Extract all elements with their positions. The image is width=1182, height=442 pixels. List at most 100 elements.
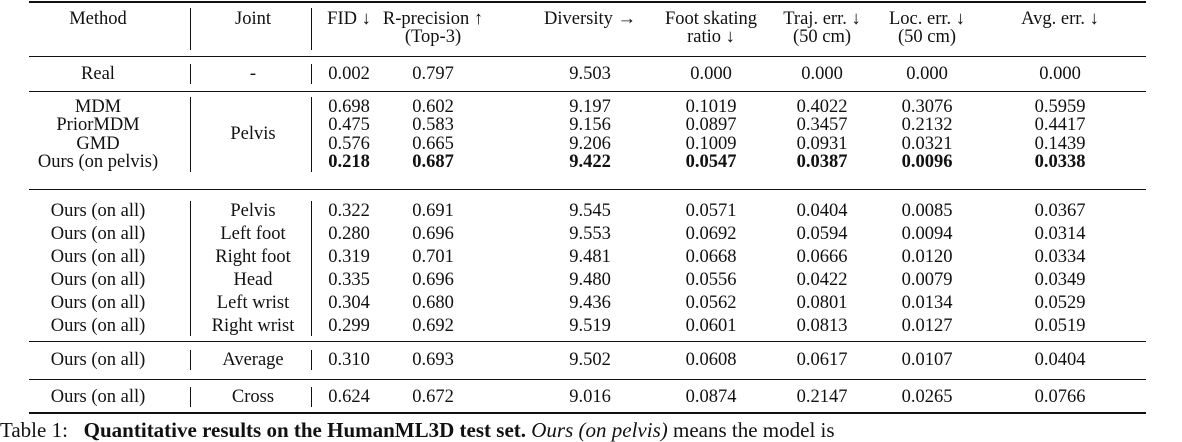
value-cell: 0.696 <box>412 269 454 290</box>
column-header: R-precision ↑ <box>382 8 484 29</box>
value-cell: 0.701 <box>412 246 454 267</box>
value-cell: 0.1439 <box>1034 133 1086 154</box>
value-cell: 0.0367 <box>1034 200 1086 221</box>
horizontal-rule <box>29 412 1146 414</box>
value-cell: 0.0692 <box>685 223 737 244</box>
value-cell: 0.0668 <box>685 246 737 267</box>
value-cell: 0.797 <box>412 63 454 84</box>
joint-cell: Average <box>222 349 284 370</box>
column-header: Loc. err. ↓ <box>888 8 966 29</box>
value-cell: 9.481 <box>569 246 611 267</box>
value-cell: 0.0594 <box>796 223 848 244</box>
value-cell: 9.503 <box>569 63 611 84</box>
column-header: Traj. err. ↓ <box>783 8 861 29</box>
value-cell: 0.696 <box>412 223 454 244</box>
column-header: Joint <box>235 8 271 29</box>
joint-cell: Right foot <box>215 246 291 267</box>
value-cell: 0.0562 <box>685 292 737 313</box>
value-cell: 0.665 <box>412 133 454 154</box>
method-cell: Ours (on all) <box>50 269 146 290</box>
value-cell: 9.016 <box>569 386 611 407</box>
value-cell: 0.624 <box>328 386 370 407</box>
value-cell: 0.0617 <box>796 349 848 370</box>
vertical-separator <box>311 201 312 336</box>
value-cell: 0.672 <box>412 386 454 407</box>
joint-cell: Left wrist <box>216 292 290 313</box>
joint-cell: Pelvis <box>230 200 276 221</box>
joint-cell: Pelvis <box>230 124 276 145</box>
value-cell: 9.197 <box>569 96 611 117</box>
value-cell: 0.0801 <box>796 292 848 313</box>
vertical-separator <box>190 350 191 370</box>
value-cell: 0.0931 <box>796 133 848 154</box>
value-cell: 0.0134 <box>901 292 953 313</box>
value-cell: 0.0096 <box>901 151 953 172</box>
value-cell: 0.000 <box>906 63 948 84</box>
value-cell: 0.0897 <box>685 115 737 136</box>
value-cell: 0.5959 <box>1034 96 1086 117</box>
value-cell: 0.602 <box>412 96 454 117</box>
value-cell: 0.0314 <box>1034 223 1086 244</box>
value-cell: 0.000 <box>690 63 732 84</box>
column-header: Diversity → <box>544 8 636 29</box>
value-cell: 0.322 <box>328 200 370 221</box>
method-cell: GMD <box>76 133 120 154</box>
column-header: Foot skating <box>665 8 757 29</box>
column-header-subline: ratio ↓ <box>687 26 735 47</box>
value-cell: 9.519 <box>569 315 611 336</box>
horizontal-rule <box>29 91 1146 92</box>
value-cell: 9.156 <box>569 115 611 136</box>
value-cell: 0.299 <box>328 315 370 336</box>
value-cell: 0.4417 <box>1034 115 1086 136</box>
value-cell: 0.693 <box>412 349 454 370</box>
vertical-separator <box>190 387 191 407</box>
value-cell: 9.206 <box>569 133 611 154</box>
value-cell: 9.553 <box>569 223 611 244</box>
value-cell: 0.319 <box>328 246 370 267</box>
joint-cell: Head <box>233 269 273 290</box>
value-cell: 0.0422 <box>796 269 848 290</box>
value-cell: 9.545 <box>569 200 611 221</box>
joint-cell: Right wrist <box>211 315 295 336</box>
table-caption: Table 1: Quantitative results on the Hum… <box>0 420 835 441</box>
value-cell: 0.0404 <box>796 200 848 221</box>
vertical-separator <box>190 201 191 336</box>
value-cell: 9.422 <box>569 151 611 172</box>
horizontal-rule <box>29 56 1146 57</box>
vertical-separator <box>311 97 312 172</box>
value-cell: 0.1009 <box>685 133 737 154</box>
vertical-separator <box>311 64 312 84</box>
value-cell: 0.0519 <box>1034 315 1086 336</box>
value-cell: 9.502 <box>569 349 611 370</box>
value-cell: 0.680 <box>412 292 454 313</box>
method-cell: Ours (on all) <box>50 200 146 221</box>
value-cell: 0.310 <box>328 349 370 370</box>
vertical-separator <box>311 387 312 407</box>
vertical-separator <box>190 97 191 172</box>
method-cell: Ours (on all) <box>50 315 146 336</box>
column-header-subline: (50 cm) <box>897 26 957 47</box>
value-cell: 0.280 <box>328 223 370 244</box>
value-cell: 0.0265 <box>901 386 953 407</box>
value-cell: 0.698 <box>328 96 370 117</box>
method-cell: MDM <box>74 96 122 117</box>
vertical-separator <box>190 8 191 50</box>
method-cell: Ours (on all) <box>50 246 146 267</box>
value-cell: 0.0120 <box>901 246 953 267</box>
value-cell: 0.0874 <box>685 386 737 407</box>
joint-cell: - <box>249 63 257 84</box>
value-cell: 0.002 <box>328 63 370 84</box>
value-cell: 0.0321 <box>901 133 953 154</box>
method-cell: Real <box>81 63 115 84</box>
method-cell: Ours (on all) <box>50 292 146 313</box>
column-header-subline: (50 cm) <box>792 26 852 47</box>
method-cell: Ours (on pelvis) <box>37 151 159 172</box>
caption-label: Table 1: <box>0 418 68 442</box>
value-cell: 0.576 <box>328 133 370 154</box>
method-cell: Ours (on all) <box>50 223 146 244</box>
horizontal-rule <box>29 341 1146 342</box>
column-header: Method <box>69 8 127 29</box>
column-header: Avg. err. ↓ <box>1021 8 1099 29</box>
vertical-separator <box>190 64 191 84</box>
value-cell: 0.692 <box>412 315 454 336</box>
